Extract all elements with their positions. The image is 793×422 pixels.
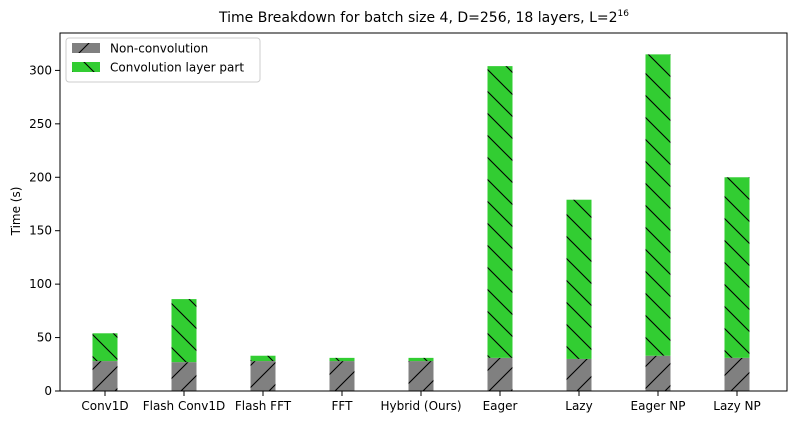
x-tick-label: Lazy: [565, 399, 592, 413]
bar-convolution-fft: [329, 357, 355, 362]
x-tick-label: FFT: [332, 399, 354, 413]
x-axis-ticks: Conv1D Flash Conv1D Flash FFT FFT Hybrid (Ou…: [81, 391, 761, 413]
bar-non-convolution-fft: [329, 361, 355, 391]
bar-non-convolution-eager: [487, 357, 513, 391]
bar-convolution-lazy: [566, 199, 592, 359]
legend-swatch-convolution: [72, 62, 100, 72]
x-tick-label: Eager NP: [631, 399, 686, 413]
bar-convolution-conv1d: [92, 333, 118, 362]
bar-convolution-flash-conv1d: [171, 299, 197, 363]
y-axis-ticks: 0 50 100 150 200 250 300: [29, 63, 60, 398]
x-tick-label: Eager: [483, 399, 518, 413]
x-tick-label: Flash FFT: [235, 399, 292, 413]
bar-non-convolution-conv1d: [92, 361, 118, 391]
y-tick-label: 150: [29, 224, 52, 238]
legend-box: [65, 37, 261, 83]
bar-convolution-hybrid-ours: [408, 357, 434, 362]
bar-non-convolution-flash-conv1d: [171, 362, 197, 391]
x-tick-label: Conv1D: [81, 399, 128, 413]
y-axis-label: Time (s): [9, 187, 23, 237]
bar-non-convolution-hybrid-ours: [408, 361, 434, 391]
bar-convolution-flash-fft: [250, 355, 276, 362]
plot-area-frame: [59, 32, 788, 392]
bar-convolution-lazy-np: [724, 177, 750, 358]
y-tick-label: 0: [44, 384, 52, 398]
y-tick-label: 300: [29, 63, 52, 77]
legend-swatch-non-convolution: [72, 43, 100, 53]
legend-label-non-convolution: Non-convolution: [110, 42, 208, 56]
chart-title: Time Breakdown for batch size 4, D=256, …: [218, 9, 629, 26]
bar-non-convolution-eager-np: [645, 355, 671, 391]
bar-convolution-eager-np: [645, 54, 671, 356]
bars: [92, 54, 750, 391]
x-tick-label: Lazy NP: [713, 399, 760, 413]
bar-non-convolution-lazy-np: [724, 357, 750, 391]
x-tick-label: Hybrid (Ours): [380, 399, 461, 413]
bar-non-convolution-flash-fft: [250, 361, 276, 391]
y-tick-label: 100: [29, 277, 52, 291]
y-tick-label: 250: [29, 117, 52, 131]
x-tick-label: Flash Conv1D: [143, 399, 226, 413]
chart-title-superscript: 16: [618, 9, 630, 19]
bar-non-convolution-lazy: [566, 358, 592, 391]
legend: Non-convolution Convolution layer part: [65, 37, 261, 83]
y-tick-label: 200: [29, 170, 52, 184]
y-tick-label: 50: [37, 331, 52, 345]
bar-convolution-eager: [487, 66, 513, 358]
legend-label-convolution: Convolution layer part: [110, 61, 244, 75]
